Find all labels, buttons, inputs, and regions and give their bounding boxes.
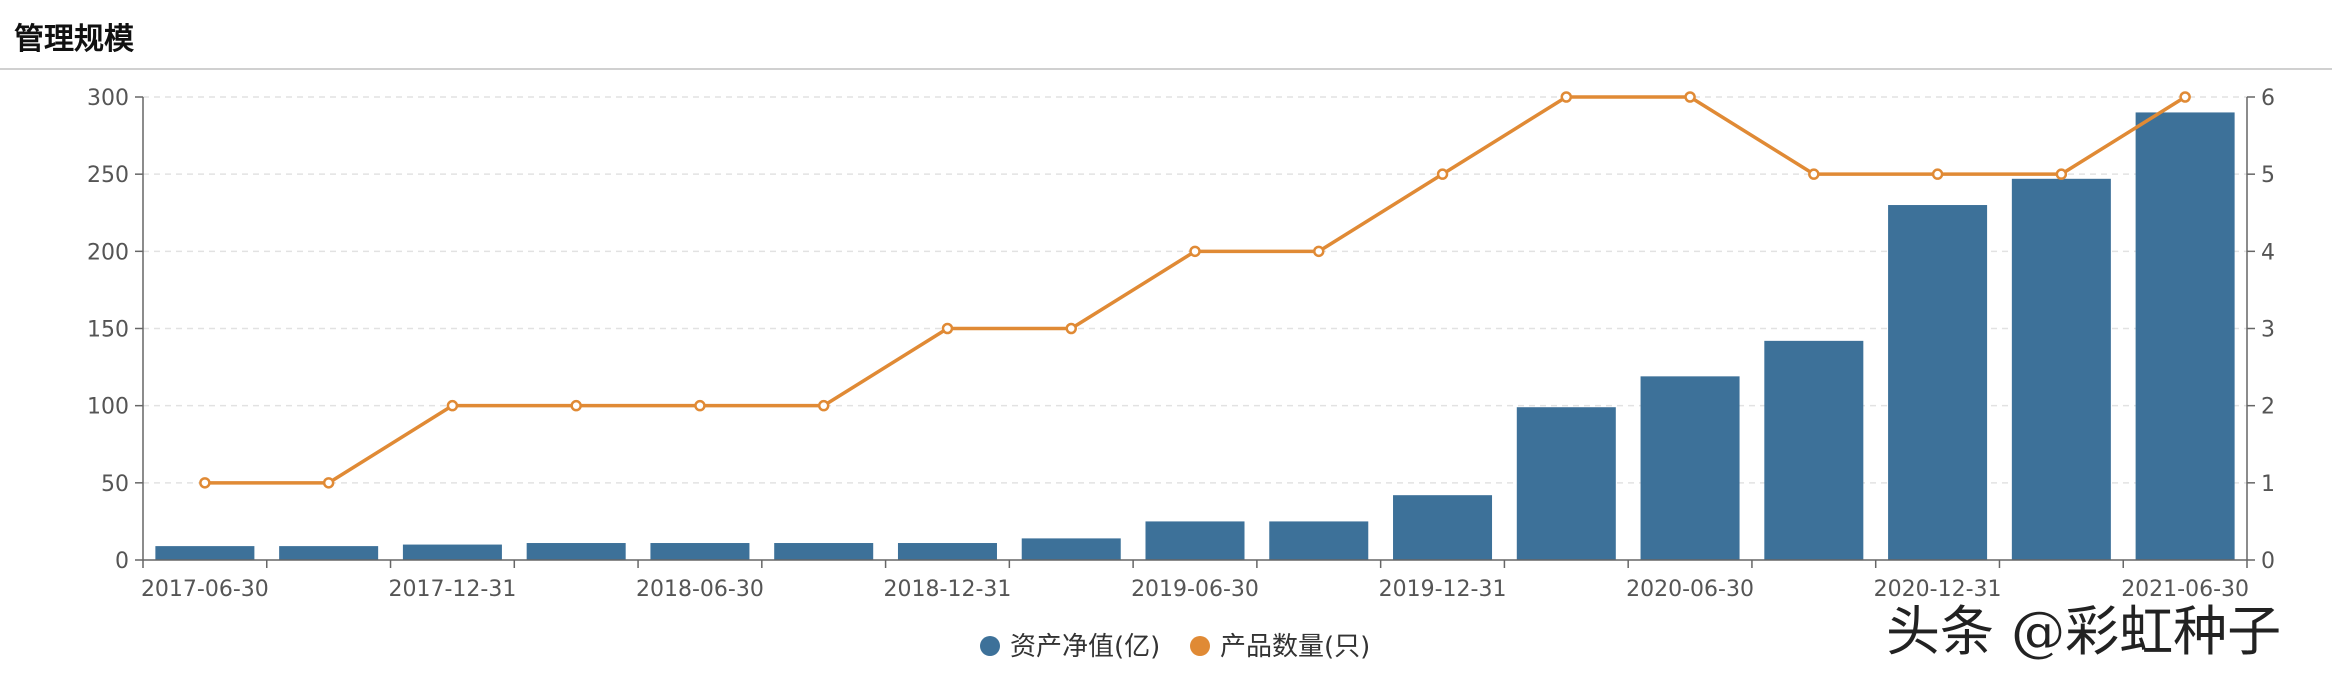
bar: [1145, 521, 1245, 560]
line-point: [446, 399, 459, 412]
y2-tick-label: 3: [2261, 318, 2275, 343]
page-title: 管理规模: [14, 22, 134, 57]
line-point: [694, 399, 706, 412]
bar: [279, 546, 379, 560]
y-tick-label: 50: [101, 472, 129, 497]
line-point: [1065, 322, 1077, 335]
y2-tick-label: 1: [2261, 472, 2275, 497]
bar: [1021, 538, 1121, 560]
line-point: [2055, 168, 2068, 180]
bar: [1393, 495, 1493, 560]
bar: [1640, 376, 1740, 560]
line-point: [1436, 168, 1449, 180]
watermark-text: 头条 @彩虹种子: [1886, 600, 2281, 663]
line-point: [322, 477, 335, 489]
bar-series-group: [155, 112, 2235, 561]
bar: [2135, 112, 2235, 560]
bar: [526, 543, 626, 560]
x-tick-label: 2017-12-31: [388, 577, 516, 602]
bar: [650, 543, 750, 560]
bar: [1888, 205, 1988, 561]
bar: [155, 546, 255, 560]
bar: [774, 543, 874, 560]
y2-tick-label: 5: [2261, 163, 2275, 188]
line-point: [2179, 91, 2191, 103]
y-tick-label: 300: [87, 86, 129, 111]
bar: [402, 544, 502, 560]
x-tick-label: 2020-12-31: [1874, 577, 2002, 602]
x-tick-label: 2021-06-30: [2121, 577, 2249, 602]
line-point: [817, 399, 830, 412]
x-tick-label: 2020-06-30: [1626, 577, 1754, 602]
line-point: [199, 477, 211, 489]
bar: [1269, 521, 1369, 560]
y-tick-label: 200: [87, 240, 129, 265]
y2-tick-label: 6: [2261, 86, 2275, 111]
line-point: [1808, 168, 1820, 180]
y-tick-label: 150: [87, 318, 129, 343]
line-point: [570, 399, 582, 412]
legend-marker-assets: [980, 636, 1000, 656]
bar: [1516, 407, 1616, 560]
header: 管理规模: [0, 0, 2332, 70]
line-series-group: [199, 91, 2191, 489]
x-tick-label: 2018-12-31: [884, 577, 1012, 602]
legend-label-products: 产品数量(只): [1220, 632, 1370, 662]
line-point: [1931, 168, 1944, 180]
line-point: [941, 322, 954, 335]
y2-tick-label: 4: [2261, 240, 2275, 265]
legend-marker-products: [1190, 636, 1210, 656]
y2-tick-label: 2: [2261, 395, 2275, 420]
y-tick-label: 250: [87, 163, 129, 188]
bar: [897, 543, 997, 560]
line-point: [1189, 245, 1201, 258]
axes-group: 0 50 100 150 200 250 300 0 1 2 3 4 5 6 2017-06-30 2017-…: [87, 86, 2275, 602]
bar: [1764, 340, 1864, 560]
x-tick-label: 2018-06-30: [636, 577, 764, 602]
y-tick-label: 100: [87, 395, 129, 420]
bar: [2011, 178, 2111, 560]
legend: 资产净值(亿) 产品数量(只): [980, 632, 1370, 662]
line-point: [1560, 91, 1573, 103]
y-tick-label: 0: [115, 549, 129, 574]
line-point: [1313, 245, 1325, 258]
line-point: [1684, 91, 1696, 103]
x-tick-label: 2019-06-30: [1131, 577, 1259, 602]
x-tick-label: 2017-06-30: [141, 577, 269, 602]
x-tick-label: 2019-12-31: [1379, 577, 1507, 602]
y2-tick-label: 0: [2261, 549, 2275, 574]
legend-label-assets: 资产净值(亿): [1010, 632, 1160, 662]
